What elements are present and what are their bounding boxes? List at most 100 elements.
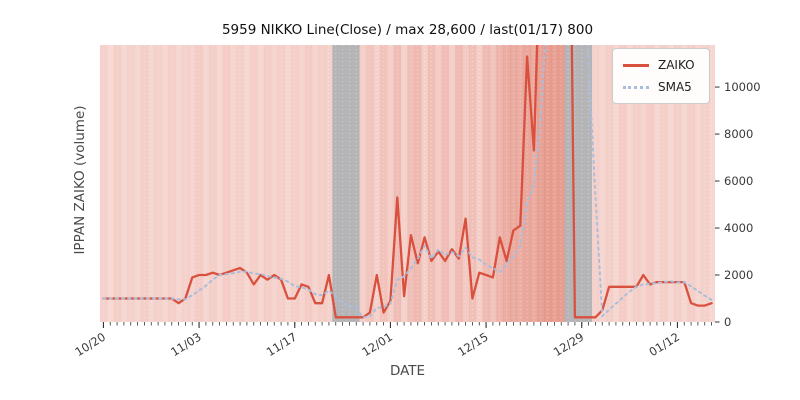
legend-label-zaiko: ZAIKO: [658, 58, 695, 72]
day-stripe: [298, 45, 306, 322]
day-stripe: [551, 45, 559, 322]
day-stripe: [366, 45, 374, 322]
day-stripe: [147, 45, 155, 322]
day-stripe: [516, 45, 524, 322]
legend-item-zaiko: ZAIKO: [623, 58, 695, 72]
day-stripe: [311, 45, 319, 322]
day-stripe: [557, 45, 565, 322]
day-stripe: [209, 45, 217, 322]
day-stripe: [400, 45, 408, 322]
day-stripe: [168, 45, 176, 322]
day-stripe: [250, 45, 258, 322]
background-stripes: [100, 45, 716, 322]
day-stripe: [496, 45, 504, 322]
day-stripe: [592, 45, 600, 322]
y-tick-label: 8000: [724, 127, 753, 141]
x-tick-label: 12/01: [359, 330, 395, 359]
day-stripe: [510, 45, 518, 322]
day-stripe: [291, 45, 299, 322]
day-stripe: [407, 45, 415, 322]
day-stripe: [264, 45, 272, 322]
y-tick-label: 0: [724, 315, 731, 329]
legend: ZAIKO SMA5: [612, 48, 710, 104]
day-stripe: [373, 45, 381, 322]
day-stripe: [175, 45, 183, 322]
zaiko-line: [102, 45, 713, 319]
day-stripe: [325, 45, 333, 322]
x-tick-label: 10/20: [72, 330, 108, 359]
day-stripe: [236, 45, 244, 322]
day-stripe: [674, 45, 682, 322]
day-stripe: [680, 45, 688, 322]
day-stripe: [530, 45, 538, 322]
day-stripe: [387, 45, 395, 322]
y-tick-label: 4000: [724, 221, 753, 235]
day-stripe: [503, 45, 511, 322]
sma5-line: [102, 45, 713, 319]
day-stripe: [182, 45, 190, 322]
day-stripe: [667, 45, 675, 322]
day-stripe: [141, 45, 149, 322]
day-stripe: [257, 45, 265, 322]
day-stripe: [612, 45, 620, 322]
day-stripe: [414, 45, 422, 322]
day-stripe: [120, 45, 128, 322]
day-stripe: [188, 45, 196, 322]
day-stripe: [154, 45, 162, 322]
day-stripe: [441, 45, 449, 322]
day-stripe: [202, 45, 210, 322]
day-stripe: [100, 45, 108, 322]
day-stripe: [318, 45, 326, 322]
y-tick-label: 10000: [724, 80, 761, 94]
x-tick-label: 12/15: [455, 330, 491, 359]
day-stripe: [469, 45, 477, 322]
y-ticks: 0 2000 4000 6000 8000 10000: [715, 80, 761, 329]
day-stripe: [475, 45, 483, 322]
chart-title: 5959 NIKKO Line(Close) / max 28,600 / la…: [221, 22, 594, 38]
day-stripe: [270, 45, 278, 322]
gray-band: [332, 45, 360, 322]
x-tick-label: 01/12: [646, 330, 682, 359]
day-stripe: [434, 45, 442, 322]
day-stripe: [229, 45, 237, 322]
day-stripe: [619, 45, 627, 322]
day-stripe: [646, 45, 654, 322]
day-stripe: [455, 45, 463, 322]
day-stripe: [544, 45, 552, 322]
day-stripe: [428, 45, 436, 322]
day-stripe: [284, 45, 292, 322]
x-ticks: 10/20 11/03 11/17 12/01 12/15 12/29 01/12: [72, 322, 712, 359]
sma5-line-sample-icon: [623, 85, 649, 89]
day-stripe: [598, 45, 606, 322]
day-stripe: [626, 45, 634, 322]
day-stripe: [127, 45, 135, 322]
x-tick-label: 11/17: [264, 330, 300, 359]
gray-band: [564, 45, 592, 322]
day-stripe: [605, 45, 613, 322]
day-stripe: [489, 45, 497, 322]
day-stripe: [708, 45, 716, 322]
zaiko-line-sample-icon: [623, 63, 649, 67]
day-stripe: [633, 45, 641, 322]
day-stripe: [694, 45, 702, 322]
day-stripe: [393, 45, 401, 322]
day-stripe: [305, 45, 313, 322]
day-stripe: [243, 45, 251, 322]
day-stripe: [639, 45, 647, 322]
day-stripe: [380, 45, 388, 322]
x-tick-label: 11/03: [168, 330, 204, 359]
day-stripe: [687, 45, 695, 322]
y-tick-label: 6000: [724, 174, 753, 188]
day-stripe: [537, 45, 545, 322]
day-stripe: [462, 45, 470, 322]
day-stripe: [113, 45, 121, 322]
day-stripe: [421, 45, 429, 322]
day-stripe: [216, 45, 224, 322]
legend-item-sma5: SMA5: [623, 80, 695, 94]
y-tick-label: 2000: [724, 268, 753, 282]
day-stripe: [161, 45, 169, 322]
day-stripe: [523, 45, 531, 322]
series-lines: [102, 45, 713, 319]
x-tick-label: 12/29: [551, 330, 587, 359]
